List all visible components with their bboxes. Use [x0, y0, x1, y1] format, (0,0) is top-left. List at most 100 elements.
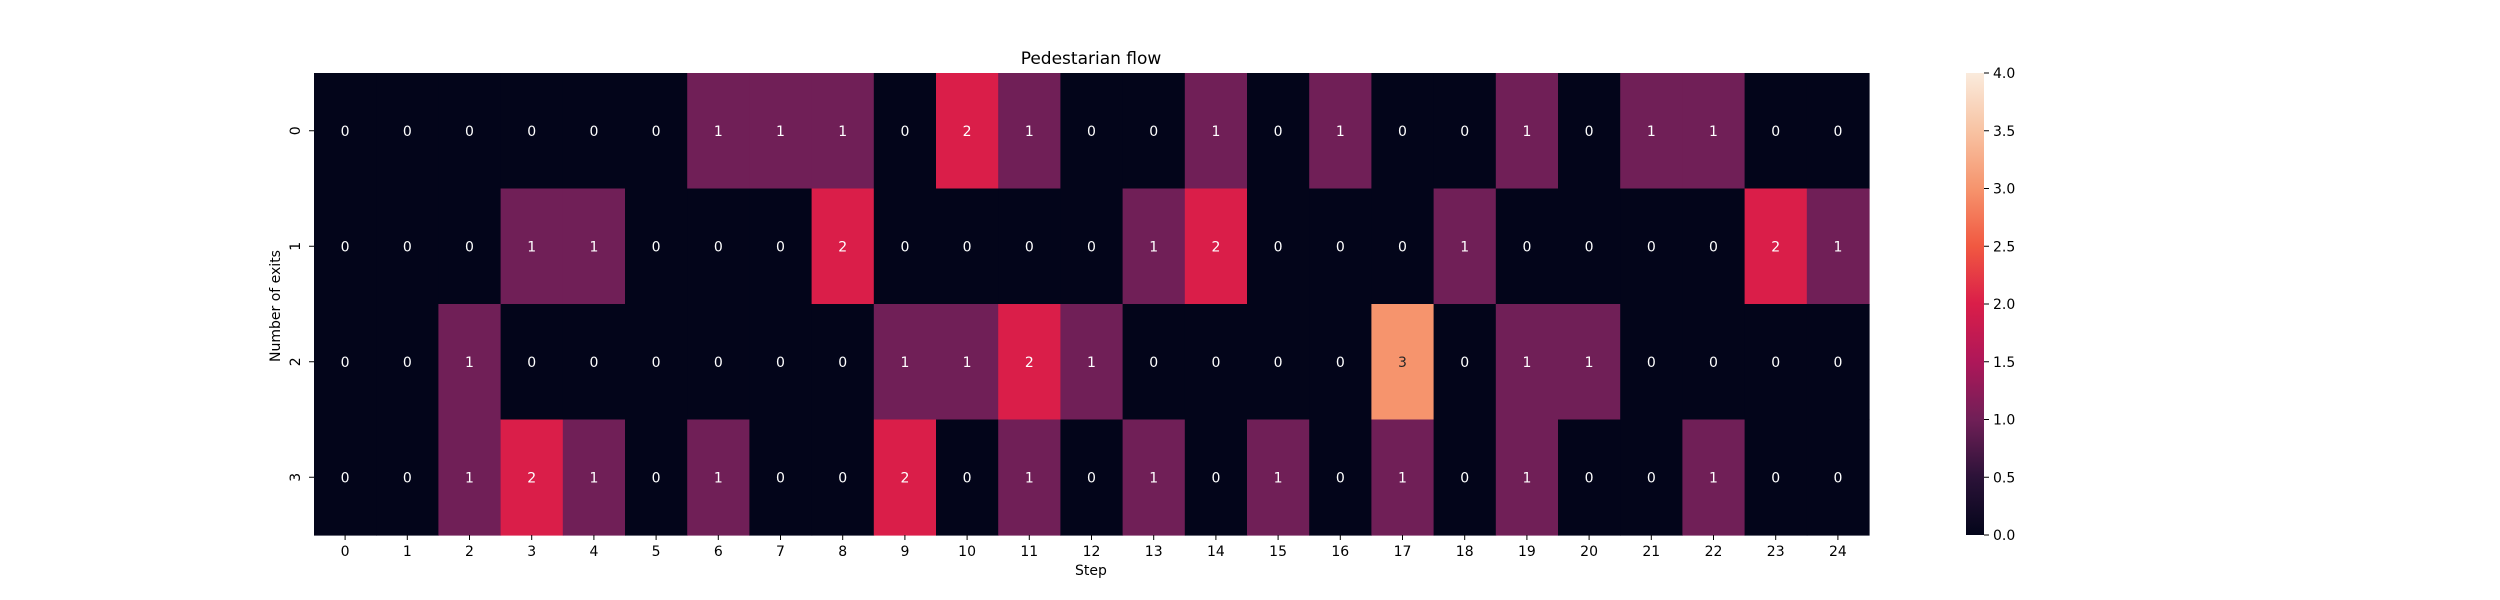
cell-value-label: 0 — [838, 355, 847, 371]
heatmap-cell — [1495, 304, 1559, 421]
heatmap-cell — [1060, 304, 1124, 421]
x-tick-label: 22 — [1705, 544, 1723, 560]
cell-value-label: 0 — [465, 239, 474, 255]
heatmap-cell — [1744, 73, 1808, 190]
heatmap-cell — [1122, 419, 1186, 536]
heatmap-cell — [1558, 419, 1621, 536]
heatmap-cell — [500, 419, 564, 536]
heatmap-cell — [376, 304, 439, 421]
cell-value-label: 1 — [1149, 239, 1158, 255]
heatmap-cell — [811, 419, 875, 536]
heatmap-cell — [500, 73, 564, 190]
heatmap-cell — [749, 188, 813, 305]
cell-value-label: 0 — [1025, 239, 1034, 255]
cell-value-label: 0 — [1833, 124, 1842, 140]
cell-value-label: 1 — [776, 124, 785, 140]
colorbar-tick-label: 4.0 — [1993, 66, 2015, 82]
cell-value-label: 1 — [714, 124, 723, 140]
heatmap-cell — [1682, 304, 1746, 421]
cell-value-label: 1 — [589, 239, 598, 255]
cell-value-label: 0 — [403, 355, 412, 371]
heatmap-cell — [438, 188, 502, 305]
heatmap-cell — [500, 304, 564, 421]
cell-value-label: 0 — [1211, 470, 1220, 486]
cell-value-label: 0 — [1585, 470, 1594, 486]
cell-value-label: 0 — [1771, 470, 1780, 486]
cell-value-label: 0 — [341, 239, 350, 255]
cell-value-label: 0 — [1709, 355, 1718, 371]
x-tick-label: 14 — [1207, 544, 1225, 560]
cell-value-label: 0 — [465, 124, 474, 140]
heatmap-cell — [998, 419, 1061, 536]
cell-value-label: 1 — [838, 124, 847, 140]
x-tick-label: 0 — [341, 544, 350, 560]
cell-value-label: 0 — [776, 239, 785, 255]
heatmap-cell — [1558, 304, 1621, 421]
cell-value-label: 1 — [465, 470, 474, 486]
heatmap-cell — [1558, 73, 1621, 190]
cell-value-label: 1 — [1025, 470, 1034, 486]
cell-value-label: 2 — [1771, 239, 1780, 255]
heatmap-cell — [562, 304, 626, 421]
heatmap-cell — [998, 73, 1061, 190]
heatmap-cell — [376, 73, 439, 190]
cell-value-label: 0 — [963, 470, 972, 486]
cell-value-label: 1 — [1709, 124, 1718, 140]
cell-value-label: 0 — [1149, 124, 1158, 140]
x-tick-label: 8 — [838, 544, 847, 560]
heatmap-cell — [314, 73, 377, 190]
heatmap-cell — [1247, 73, 1310, 190]
x-tick-label: 17 — [1394, 544, 1412, 560]
y-tick-label: 2 — [288, 357, 304, 366]
cell-value-label: 2 — [527, 470, 536, 486]
cell-value-label: 0 — [1087, 124, 1096, 140]
heatmap-cell — [438, 73, 502, 190]
heatmap-cell — [873, 188, 937, 305]
heatmap-cell — [1060, 419, 1124, 536]
cell-value-label: 3 — [1398, 355, 1407, 371]
cell-value-label: 1 — [1585, 355, 1594, 371]
cell-value-label: 0 — [403, 239, 412, 255]
heatmap-cell-labels: 0 0 0 0 0 0 1 1 1 0 2 1 0 0 1 0 1 0 0 1 0 1 1 0 0 0 0 0 1 1 0 0 0 2 0 0 0 0 1 2… — [341, 124, 1843, 487]
heatmap-cell — [314, 419, 377, 536]
cell-value-label: 2 — [1025, 355, 1034, 371]
cell-value-label: 2 — [838, 239, 847, 255]
heatmap-cell — [1620, 73, 1683, 190]
heatmap-cells — [314, 73, 1870, 536]
heatmap-cell — [1371, 73, 1435, 190]
cell-value-label: 0 — [963, 239, 972, 255]
cell-value-label: 1 — [900, 355, 909, 371]
heatmap-cell — [1371, 304, 1435, 421]
x-tick-label: 9 — [900, 544, 909, 560]
cell-value-label: 0 — [1522, 239, 1531, 255]
colorbar-tick-label: 3.0 — [1993, 182, 2015, 198]
x-tick-label: 24 — [1829, 544, 1847, 560]
colorbar-tick-label: 0.0 — [1993, 528, 2015, 544]
cell-value-label: 0 — [776, 355, 785, 371]
x-tick-label: 16 — [1331, 544, 1349, 560]
heatmap-cell — [1620, 188, 1683, 305]
x-tick-label: 4 — [589, 544, 598, 560]
heatmap-cell — [873, 73, 937, 190]
heatmap-cell — [625, 73, 688, 190]
cell-value-label: 0 — [527, 124, 536, 140]
x-tick-label: 1 — [403, 544, 412, 560]
cell-value-label: 0 — [1398, 124, 1407, 140]
cell-value-label: 0 — [403, 470, 412, 486]
x-tick-label: 2 — [465, 544, 474, 560]
heatmap-cell — [1433, 304, 1497, 421]
cell-value-label: 0 — [1647, 239, 1656, 255]
cell-value-label: 1 — [589, 470, 598, 486]
heatmap-cell — [1682, 73, 1746, 190]
x-tick-label: 10 — [958, 544, 976, 560]
cell-value-label: 0 — [900, 124, 909, 140]
cell-value-label: 0 — [1771, 124, 1780, 140]
heatmap-cell — [1433, 73, 1497, 190]
x-axis-label: Step — [1075, 563, 1107, 579]
chart-title: Pedestarian flow — [1021, 49, 1162, 69]
cell-value-label: 0 — [1274, 355, 1283, 371]
heatmap-cell — [1371, 188, 1435, 305]
x-tick-label: 15 — [1269, 544, 1287, 560]
colorbar-tick-label: 1.5 — [1993, 355, 2015, 371]
